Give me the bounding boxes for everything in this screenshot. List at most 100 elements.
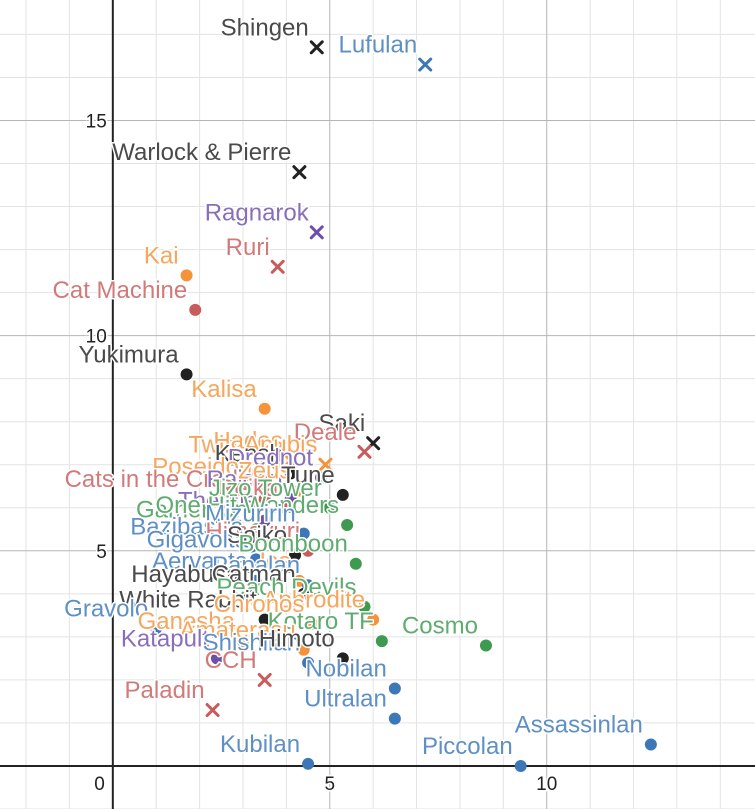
- point-label: Gravolo: [64, 595, 148, 622]
- y-tick-label: 5: [96, 542, 107, 563]
- point-label: Yukimura: [79, 341, 180, 368]
- data-point-x-marker: [283, 453, 298, 468]
- point-label: Katapult: [121, 625, 209, 652]
- data-point-circle: [236, 635, 249, 648]
- data-point-circle: [479, 639, 492, 652]
- point-label: Ice: [259, 548, 291, 575]
- data-point-x-marker: [270, 259, 285, 274]
- tick-label-origin: 0: [94, 774, 105, 795]
- data-point-circle: [280, 501, 293, 514]
- point-label: Ganesha: [138, 608, 236, 635]
- point-label: Hades: [213, 427, 282, 454]
- data-point-circle: [271, 458, 284, 471]
- point-label: Paladin: [125, 677, 205, 704]
- data-point-x-marker: [205, 703, 220, 718]
- point-label: Twinsta: [188, 432, 270, 459]
- point-label: Deale: [294, 419, 357, 446]
- data-point-circle: [250, 574, 263, 587]
- data-point-circle: [180, 368, 193, 381]
- point-label: Cats in the Cradle: [65, 466, 257, 493]
- point-label: Tune: [281, 462, 335, 489]
- point-label: Warlock & Pierre: [112, 139, 291, 166]
- point-label: Aphrodite: [262, 587, 365, 614]
- data-point-circle: [297, 527, 310, 540]
- point-label: Gigavolta: [147, 526, 249, 553]
- data-point-circle: [336, 488, 349, 501]
- point-label: Amaterasu: [180, 617, 296, 644]
- y-tick-label: 10: [86, 327, 107, 348]
- data-point-circle: [341, 518, 354, 531]
- data-point-circle: [358, 600, 371, 613]
- y-tick-label: 15: [86, 111, 107, 132]
- point-label: Boonboon: [238, 531, 347, 558]
- data-point-circle: [250, 523, 263, 536]
- data-point-circle: [258, 402, 271, 415]
- data-point-x-marker: [418, 57, 433, 72]
- point-label: Kensh: [215, 440, 283, 467]
- data-point-circle: [258, 514, 271, 527]
- point-label: Saki: [318, 410, 365, 437]
- point-label: Anubis: [244, 432, 317, 459]
- point-label: Catman: [212, 561, 296, 588]
- point-label: Lufulan: [338, 32, 417, 59]
- data-point-circle: [367, 613, 380, 626]
- data-point-circle: [180, 269, 193, 282]
- x-tick-label: 5: [324, 774, 335, 795]
- point-label: Kai: [144, 242, 179, 269]
- point-label: Poseidon: [152, 453, 252, 480]
- point-label: Themis: [178, 488, 257, 515]
- data-point-circle: [250, 553, 263, 566]
- point-label: Ragnarok: [205, 199, 310, 226]
- data-point-circle: [388, 682, 401, 695]
- point-label: Piccolan: [422, 733, 513, 760]
- data-point-circle: [306, 617, 319, 630]
- data-point-circle: [241, 587, 254, 600]
- data-point-circle: [150, 622, 163, 635]
- point-label: Mizuririn: [205, 501, 296, 528]
- point-label: Bazibastra: [130, 514, 244, 541]
- point-label: Kubilan: [220, 731, 300, 758]
- point-label: Cat Machine: [53, 277, 188, 304]
- data-point-circle: [302, 656, 315, 669]
- point-label: Nobilan: [305, 656, 386, 683]
- data-point-circle: [258, 613, 271, 626]
- point-label: Himeyuri: [205, 518, 300, 545]
- point-label: Ultralan: [304, 686, 387, 713]
- point-label: Aervanta: [152, 548, 249, 575]
- data-point-circle: [388, 712, 401, 725]
- point-label: Shingen: [221, 14, 309, 41]
- point-label: Jizo Tower: [209, 475, 322, 502]
- point-label: Reika: [217, 475, 279, 502]
- point-label: Assassinlan: [515, 711, 643, 738]
- data-point-circle: [284, 467, 297, 480]
- point-label: Peach Devils: [216, 574, 356, 601]
- data-point-circle: [323, 501, 336, 514]
- data-point-circle: [293, 484, 306, 497]
- data-point-circle: [375, 635, 388, 648]
- data-point-circle: [297, 587, 310, 600]
- point-label: Drednot: [228, 445, 314, 472]
- data-point-x-marker: [318, 457, 333, 472]
- point-label: Chronos: [214, 591, 305, 618]
- point-label: Kalisa: [191, 376, 257, 403]
- data-point-x-marker: [257, 672, 272, 687]
- point-label: CCH: [205, 647, 257, 674]
- point-label: Hayabusa: [131, 561, 240, 588]
- data-point-circle: [315, 471, 328, 484]
- point-label: Saiko: [227, 522, 287, 549]
- x-tick-label: 10: [536, 774, 557, 795]
- point-label: Cosmo: [402, 612, 478, 639]
- data-point-circle: [514, 759, 527, 772]
- point-label: Kotaro TF: [268, 608, 374, 635]
- data-points: [150, 40, 657, 772]
- point-labels: Shingen Lufulan Warlock & Pierre Ragnarok Ka…: [51, 13, 644, 762]
- tick-labels: 0 5 10 5 10 15: [84, 110, 559, 796]
- data-point-circle: [349, 557, 362, 570]
- point-label: White Rabbit: [119, 587, 257, 614]
- data-point-circle: [254, 480, 267, 493]
- data-point-x-marker: [309, 225, 324, 240]
- point-label: Raiden: [207, 466, 283, 493]
